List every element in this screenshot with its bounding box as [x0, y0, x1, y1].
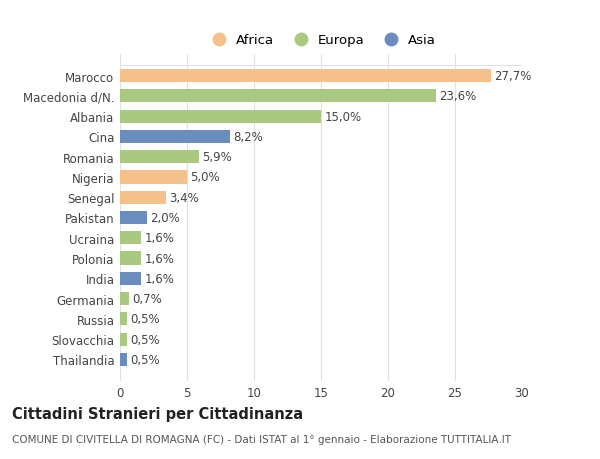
Text: 0,5%: 0,5%	[130, 353, 160, 366]
Text: 1,6%: 1,6%	[145, 232, 175, 245]
Text: 1,6%: 1,6%	[145, 272, 175, 285]
Bar	[120, 90, 436, 103]
Text: 15,0%: 15,0%	[325, 111, 361, 123]
Text: 5,9%: 5,9%	[202, 151, 232, 164]
Text: 0,7%: 0,7%	[133, 292, 163, 305]
Text: 2,0%: 2,0%	[150, 212, 180, 224]
Text: 3,4%: 3,4%	[169, 191, 199, 204]
Bar	[120, 292, 130, 306]
Bar	[120, 232, 142, 245]
Text: COMUNE DI CIVITELLA DI ROMAGNA (FC) - Dati ISTAT al 1° gennaio - Elaborazione TU: COMUNE DI CIVITELLA DI ROMAGNA (FC) - Da…	[12, 434, 511, 444]
Bar	[120, 313, 127, 326]
Bar	[120, 171, 187, 184]
Text: 0,5%: 0,5%	[130, 313, 160, 325]
Text: 0,5%: 0,5%	[130, 333, 160, 346]
Bar	[120, 212, 147, 224]
Bar	[120, 252, 142, 265]
Text: 27,7%: 27,7%	[494, 70, 532, 83]
Bar	[120, 151, 199, 164]
Bar	[120, 70, 491, 83]
Legend: Africa, Europa, Asia: Africa, Europa, Asia	[200, 29, 442, 53]
Bar	[120, 272, 142, 285]
Bar	[120, 130, 230, 144]
Bar	[120, 191, 166, 204]
Text: 1,6%: 1,6%	[145, 252, 175, 265]
Bar	[120, 353, 127, 366]
Text: 5,0%: 5,0%	[190, 171, 220, 184]
Bar	[120, 333, 127, 346]
Text: Cittadini Stranieri per Cittadinanza: Cittadini Stranieri per Cittadinanza	[12, 406, 303, 421]
Bar	[120, 110, 321, 123]
Text: 23,6%: 23,6%	[440, 90, 477, 103]
Text: 8,2%: 8,2%	[233, 131, 263, 144]
